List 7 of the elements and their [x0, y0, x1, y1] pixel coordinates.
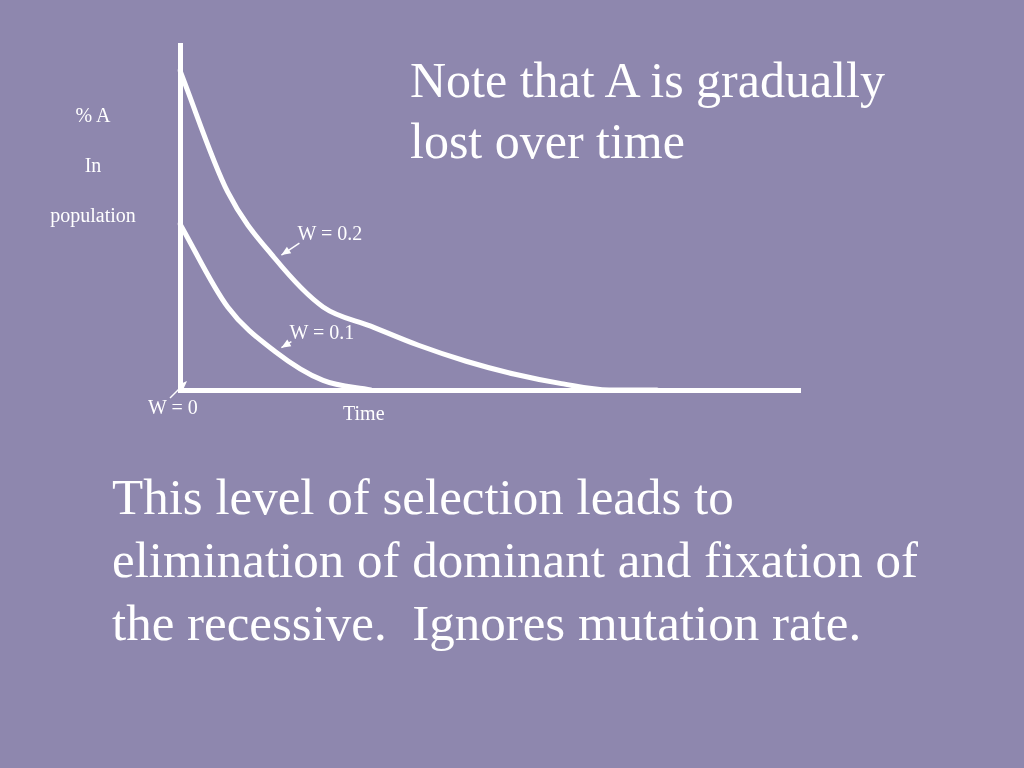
x-axis-title: Time: [343, 402, 385, 425]
chart-title: Note that A is gradually lost over time: [410, 51, 886, 171]
series-label: W = 0.2: [297, 222, 363, 245]
text: W = 0: [148, 396, 198, 419]
text: This level of selection leads to elimination of dominant and fixation of the recessive. Ignores mutation rate.: [112, 468, 919, 654]
legend-label: W = 0.1: [289, 320, 355, 343]
text: % A In population: [50, 104, 136, 226]
